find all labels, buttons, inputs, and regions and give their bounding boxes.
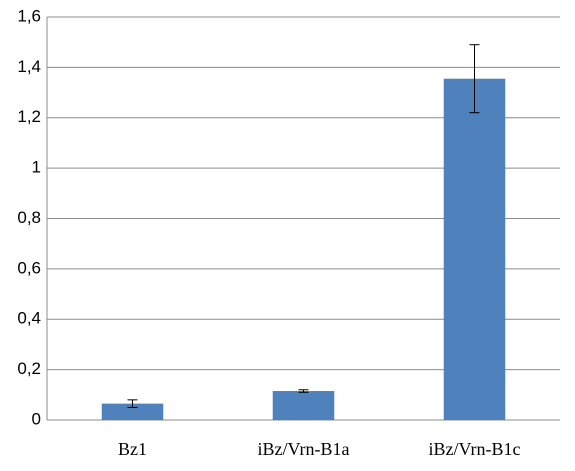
x-tick-label: Bz1 (118, 439, 147, 459)
y-tick-label: 0,2 (17, 359, 41, 378)
error-bar (127, 399, 138, 408)
y-tick-label: 1,2 (17, 107, 41, 126)
bar (101, 403, 164, 420)
error-bar (298, 389, 309, 393)
y-tick-label: 1,4 (17, 57, 41, 76)
bar (272, 391, 335, 420)
y-tick-label: 1 (32, 158, 41, 177)
y-tick-label: 0,6 (17, 258, 41, 277)
y-tick-label: 0 (32, 409, 41, 428)
error-bar (469, 44, 480, 114)
x-tick-label: iBz/Vrn-B1a (258, 439, 350, 459)
bar (443, 78, 506, 420)
y-tick-label: 0,8 (17, 208, 41, 227)
y-tick-label: 1,6 (17, 6, 41, 25)
y-tick-label: 0,4 (17, 309, 41, 328)
x-tick-label: iBz/Vrn-B1c (429, 439, 521, 459)
